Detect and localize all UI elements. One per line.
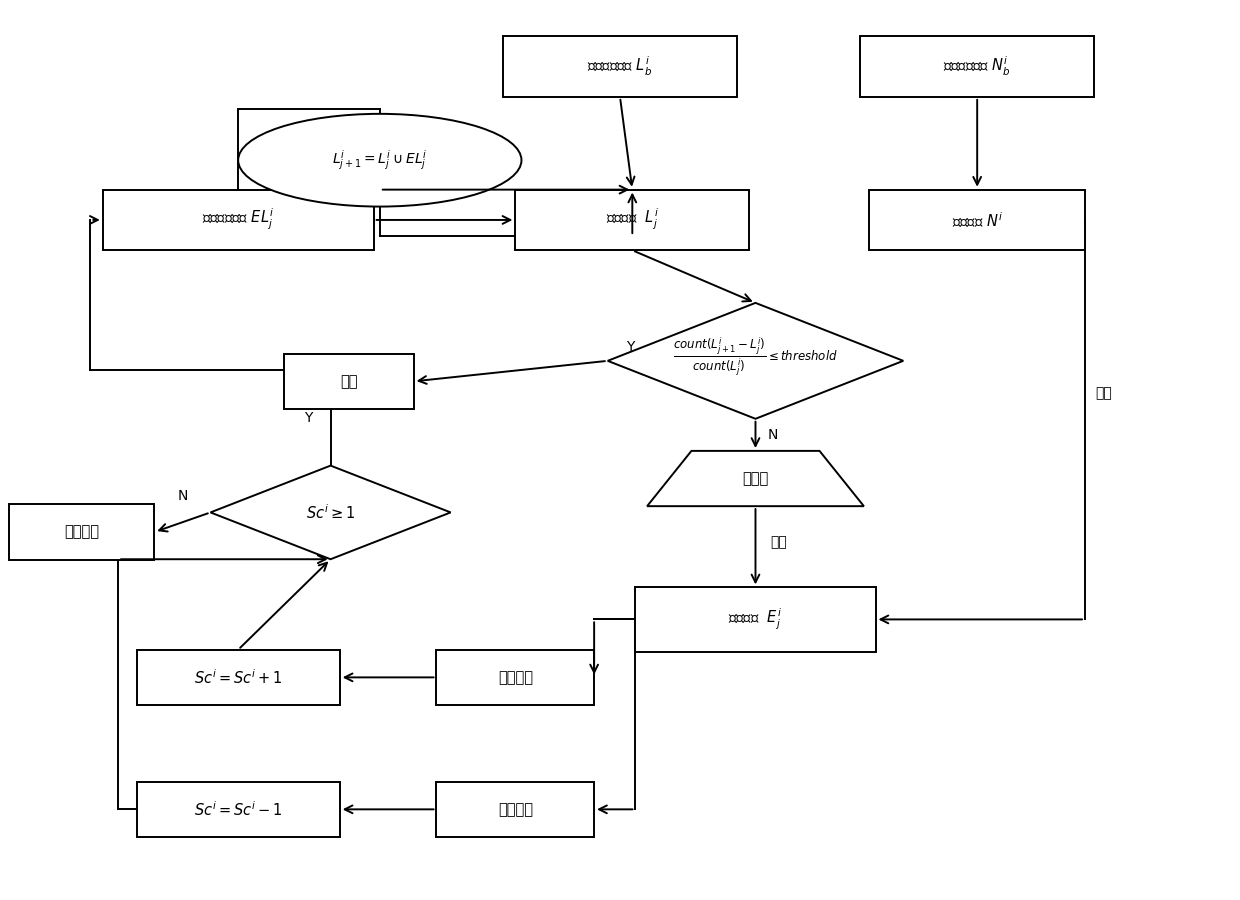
Text: 分类: 分类 — [770, 536, 787, 549]
Text: 正常体素: 正常体素 — [497, 802, 533, 817]
Ellipse shape — [238, 113, 522, 207]
Text: 扩展病灶区域 $EL^i_j$: 扩展病灶区域 $EL^i_j$ — [202, 207, 274, 232]
Text: $Sc^i\geq 1$: $Sc^i\geq 1$ — [306, 503, 355, 522]
FancyBboxPatch shape — [436, 650, 594, 705]
Text: N: N — [177, 490, 187, 503]
Text: 病灶区域  $L^i_j$: 病灶区域 $L^i_j$ — [606, 207, 658, 232]
FancyBboxPatch shape — [861, 36, 1094, 97]
Text: 正常体素: 正常体素 — [64, 525, 99, 539]
Text: 扩展区域  $E^i_j$: 扩展区域 $E^i_j$ — [728, 607, 782, 632]
Text: Y: Y — [626, 339, 635, 354]
FancyBboxPatch shape — [103, 190, 373, 250]
Polygon shape — [647, 451, 864, 506]
Text: 正常区域 $N^i$: 正常区域 $N^i$ — [951, 211, 1003, 230]
Text: 分类器: 分类器 — [743, 471, 769, 486]
FancyBboxPatch shape — [635, 588, 875, 652]
Text: $Sc^i=Sc^i-1$: $Sc^i=Sc^i-1$ — [193, 800, 283, 819]
Text: Y: Y — [304, 410, 312, 425]
Text: $\dfrac{count(L^i_{j+1}-L^i_j)}{count(L^i_j)}\leq threshold$: $\dfrac{count(L^i_{j+1}-L^i_j)}{count(L^… — [673, 335, 838, 378]
Polygon shape — [608, 303, 903, 418]
FancyBboxPatch shape — [9, 504, 155, 560]
Text: $Sc^i=Sc^i+1$: $Sc^i=Sc^i+1$ — [193, 668, 283, 687]
FancyBboxPatch shape — [503, 36, 737, 97]
Text: 初始正常区域 $N_b^i$: 初始正常区域 $N_b^i$ — [944, 55, 1011, 78]
FancyBboxPatch shape — [869, 190, 1085, 250]
Polygon shape — [211, 465, 450, 559]
Text: 初始病灶区域 $L_b^i$: 初始病灶区域 $L_b^i$ — [588, 55, 652, 78]
FancyBboxPatch shape — [136, 782, 340, 837]
FancyBboxPatch shape — [284, 354, 414, 409]
Text: 扩展: 扩展 — [1095, 386, 1111, 400]
FancyBboxPatch shape — [516, 190, 749, 250]
Text: 病灶体素: 病灶体素 — [497, 670, 533, 685]
FancyBboxPatch shape — [136, 650, 340, 705]
FancyBboxPatch shape — [436, 782, 594, 837]
Text: 结束: 结束 — [340, 374, 358, 389]
Text: $L^i_{j+1}=L^i_j\cup EL^i_j$: $L^i_{j+1}=L^i_j\cup EL^i_j$ — [332, 148, 428, 172]
Text: N: N — [768, 428, 779, 442]
